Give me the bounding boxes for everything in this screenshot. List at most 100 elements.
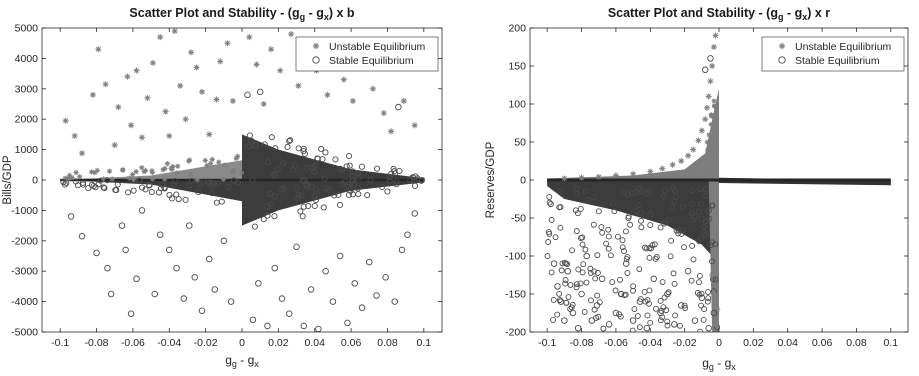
- legend-asterisk-icon: [778, 42, 786, 50]
- x-tick-label: 0.1: [884, 337, 899, 349]
- asterisk-stroke: [381, 110, 387, 116]
- stable-marker: [574, 210, 581, 217]
- asterisk-stroke: [216, 159, 221, 165]
- asterisk-stroke: [713, 33, 719, 39]
- stable-marker: [641, 289, 648, 295]
- stable-marker: [577, 206, 584, 212]
- stable-marker: [557, 224, 564, 231]
- stable-marker: [294, 195, 301, 202]
- stable-marker: [305, 202, 312, 210]
- unstable-marker: [208, 160, 214, 166]
- stable-marker: [612, 287, 619, 294]
- unstable-marker: [578, 174, 585, 181]
- asterisk-stroke: [613, 172, 619, 178]
- y-axis-label: Reserves/GDP: [485, 141, 497, 218]
- stable-marker: [594, 292, 601, 299]
- stable-marker: [218, 198, 225, 205]
- stable-marker: [289, 167, 296, 174]
- stable-marker: [579, 269, 586, 276]
- unstable-marker: [400, 97, 407, 104]
- asterisk-stroke: [165, 161, 170, 166]
- stable-marker: [646, 300, 652, 307]
- stable-marker: [567, 282, 574, 288]
- stable-marker: [569, 301, 576, 308]
- stable-marker: [564, 267, 572, 275]
- x-tick-label: 0: [716, 337, 722, 349]
- stable-marker: [633, 189, 640, 196]
- stable-marker: [667, 253, 674, 260]
- unstable-marker: [128, 122, 135, 129]
- stable-marker: [643, 324, 651, 332]
- stable-marker: [235, 179, 242, 186]
- unstable-marker: [708, 113, 714, 119]
- stable-marker: [702, 66, 709, 74]
- asterisk-stroke: [388, 128, 394, 134]
- stable-marker: [688, 187, 695, 194]
- stable-marker: [625, 213, 632, 220]
- y-tick-label: 0: [520, 175, 526, 187]
- x-tick-label: 0.02: [268, 337, 289, 349]
- x-tick-label: -0.04: [638, 337, 662, 349]
- stable-marker: [335, 191, 342, 198]
- asterisk-stroke: [324, 92, 330, 98]
- stable-marker: [256, 88, 264, 96]
- unstable-marker: [95, 46, 102, 53]
- stable-marker: [582, 188, 589, 195]
- y-axis-label: Bills/GDP: [2, 155, 14, 205]
- stable-marker: [663, 307, 670, 314]
- stable-marker: [548, 216, 555, 223]
- stable-marker: [366, 258, 373, 266]
- stable-marker: [587, 270, 594, 276]
- stable-marker: [270, 172, 277, 179]
- stable-marker: [351, 280, 358, 287]
- stable-marker: [647, 222, 654, 229]
- stable-marker: [206, 255, 213, 263]
- stable-marker: [550, 260, 558, 267]
- asterisk-stroke: [706, 132, 712, 138]
- zero-line-cluster: [60, 178, 424, 182]
- unstable-marker: [712, 32, 719, 39]
- asterisk-stroke: [89, 169, 94, 175]
- stable-marker: [588, 317, 596, 324]
- stable-marker: [588, 297, 594, 304]
- stable-marker: [638, 217, 644, 224]
- stable-marker: [621, 292, 628, 299]
- unstable-marker: [268, 46, 275, 53]
- stable-marker: [583, 252, 590, 260]
- legend-entry: Stable Equilibrium: [329, 55, 414, 67]
- asterisk-stroke: [703, 168, 709, 173]
- unstable-marker: [260, 101, 267, 107]
- asterisk-stroke: [705, 140, 710, 145]
- asterisk-stroke: [115, 104, 121, 110]
- stable-marker: [657, 297, 664, 304]
- unstable-marker: [139, 134, 145, 141]
- stable-marker: [407, 177, 414, 184]
- stable-marker: [657, 309, 664, 317]
- unstable-marker: [669, 161, 676, 168]
- asterisk-stroke: [183, 116, 189, 122]
- unstable-marker: [561, 175, 568, 182]
- stable-marker: [388, 170, 395, 177]
- stable-marker: [631, 306, 638, 313]
- stable-marker: [182, 196, 189, 203]
- stable-marker: [554, 311, 561, 318]
- stable-marker: [595, 208, 602, 215]
- asterisk-stroke: [709, 63, 715, 69]
- stable-marker: [696, 238, 703, 245]
- stable-marker: [703, 186, 710, 193]
- stable-marker: [173, 264, 180, 272]
- y-tick-label: -50: [511, 213, 526, 225]
- stable-marker: [689, 242, 696, 249]
- stable-marker: [209, 190, 216, 197]
- stable-marker: [278, 295, 286, 302]
- chart-title: Scatter Plot and Stability - (gg - gx) x…: [129, 6, 354, 22]
- x-tick-label: -0.08: [570, 337, 594, 349]
- stable-marker: [393, 178, 400, 185]
- stable-marker: [664, 318, 671, 325]
- stable-marker: [312, 162, 319, 169]
- asterisk-stroke: [131, 177, 136, 182]
- stable-marker: [261, 141, 268, 148]
- unstable-marker: [182, 116, 189, 123]
- asterisk-stroke: [694, 170, 699, 175]
- unstable-marker: [209, 156, 215, 163]
